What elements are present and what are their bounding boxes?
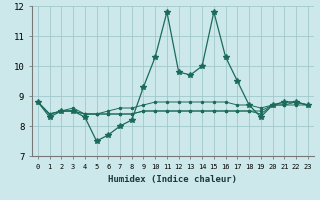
X-axis label: Humidex (Indice chaleur): Humidex (Indice chaleur) bbox=[108, 175, 237, 184]
